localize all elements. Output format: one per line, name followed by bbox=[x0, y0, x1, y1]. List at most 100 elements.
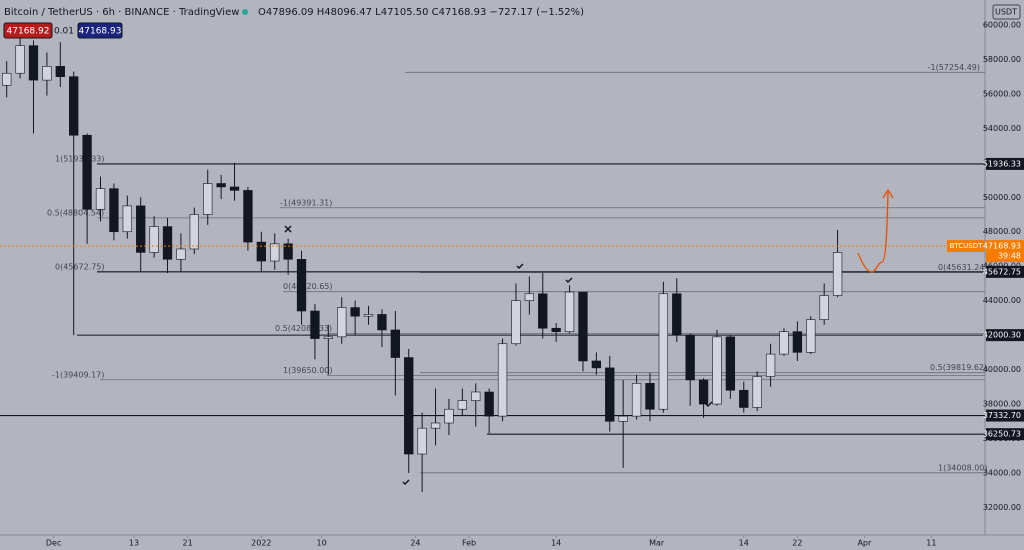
candle-body bbox=[323, 336, 333, 339]
candle-body bbox=[605, 367, 615, 422]
candle-body bbox=[229, 186, 240, 191]
y-tick-label: 54000.00 bbox=[983, 124, 1021, 133]
candle-body bbox=[2, 72, 12, 86]
symbol-tag bbox=[947, 240, 985, 253]
candle-body bbox=[28, 45, 39, 81]
candle-body bbox=[591, 360, 602, 369]
candle-body bbox=[42, 66, 52, 81]
x-tick-label: Mar bbox=[649, 539, 665, 548]
x-tick-label: 2022 bbox=[251, 539, 271, 548]
y-tick-label: 40000.00 bbox=[983, 365, 1021, 374]
y-tick-label: 32000.00 bbox=[983, 503, 1021, 512]
candle-body bbox=[739, 389, 749, 408]
candle-body bbox=[55, 66, 65, 77]
level-tag bbox=[986, 265, 1024, 278]
candle-body bbox=[136, 205, 146, 253]
fib-label: -1(57254.49) bbox=[928, 63, 980, 72]
buy-button[interactable] bbox=[77, 22, 123, 39]
candle-body bbox=[497, 343, 508, 417]
fib-label: 0.5(48804.54) bbox=[47, 208, 104, 217]
candle-body bbox=[296, 259, 307, 312]
level-tag bbox=[986, 157, 1024, 170]
ask-price[interactable]: 47168.93 bbox=[79, 27, 122, 37]
candle-body bbox=[645, 383, 655, 410]
check-marker bbox=[402, 263, 713, 486]
candle-body bbox=[551, 327, 561, 332]
forecast-arrow bbox=[857, 191, 889, 273]
candle-body bbox=[511, 300, 521, 345]
y-tick-label: 50000.00 bbox=[983, 193, 1021, 202]
level-label: 45672.75 bbox=[983, 267, 1021, 276]
currency-button[interactable] bbox=[992, 4, 1021, 20]
fib-label: -1(39409.17) bbox=[52, 370, 104, 379]
candle-body bbox=[564, 291, 575, 332]
price-tag bbox=[986, 240, 1024, 263]
candle-body bbox=[658, 293, 669, 410]
y-tick-label: 44000.00 bbox=[983, 296, 1021, 305]
candle-body bbox=[444, 408, 454, 424]
countdown: 39:48 bbox=[998, 252, 1021, 261]
candle-body bbox=[109, 188, 119, 233]
y-tick-label: 58000.00 bbox=[983, 55, 1021, 64]
candle-body bbox=[82, 134, 92, 210]
level-tag bbox=[986, 409, 1024, 422]
candle-body bbox=[69, 76, 79, 136]
x-tick-label: 24 bbox=[410, 539, 420, 548]
x-tick-label: 10 bbox=[317, 539, 327, 548]
fib-label: 1(39650.00) bbox=[283, 366, 333, 375]
candle-body bbox=[15, 45, 25, 74]
candle-body bbox=[189, 214, 199, 250]
x-tick-label: Feb bbox=[462, 539, 476, 548]
status-dot bbox=[242, 9, 248, 15]
level-label: 51936.33 bbox=[983, 159, 1021, 168]
candle-body bbox=[618, 415, 628, 422]
x-tick-label: 14 bbox=[739, 539, 749, 548]
x-tick-label: 11 bbox=[926, 539, 936, 548]
currency[interactable]: USDT bbox=[995, 8, 1017, 17]
y-tick-label: 34000.00 bbox=[983, 468, 1021, 477]
fib-label: 0(44520.65) bbox=[283, 282, 333, 291]
candle-body bbox=[417, 427, 427, 455]
last-price-label: 47168.93 bbox=[983, 242, 1021, 251]
candle-body bbox=[752, 376, 762, 408]
candle-body bbox=[779, 331, 789, 355]
x-tick-label: 21 bbox=[183, 539, 193, 548]
candle-body bbox=[95, 188, 106, 210]
candle-body bbox=[524, 293, 535, 301]
candle-body bbox=[176, 248, 186, 260]
level-tag bbox=[986, 329, 1024, 342]
y-tick-label: 56000.00 bbox=[983, 89, 1021, 98]
candle-body bbox=[471, 391, 481, 401]
candle-body bbox=[725, 336, 736, 391]
candle-body bbox=[310, 310, 320, 339]
candle-body bbox=[430, 422, 441, 429]
x-tick-label: 14 bbox=[551, 539, 561, 548]
candle-body bbox=[685, 334, 695, 381]
x-tick-label: Apr bbox=[857, 539, 872, 548]
sell-button[interactable] bbox=[3, 22, 53, 39]
candle-body bbox=[672, 293, 682, 336]
level-label: 37332.70 bbox=[983, 411, 1021, 420]
candle-body bbox=[806, 319, 816, 353]
candle-body bbox=[162, 226, 173, 260]
candle-body bbox=[243, 190, 253, 243]
candle-body bbox=[698, 379, 709, 405]
candle-body bbox=[578, 291, 588, 362]
candle-body bbox=[270, 243, 280, 262]
spread: 0.01 bbox=[54, 27, 74, 37]
candle-body bbox=[122, 205, 132, 233]
fib-label: 0.5(42085.33) bbox=[275, 324, 332, 333]
x-tick-label: 13 bbox=[129, 539, 139, 548]
candle-body bbox=[792, 331, 803, 353]
ohlc-readout: O47896.09 H48096.47 L47105.50 C47168.93 … bbox=[258, 7, 584, 18]
level-label: 36250.73 bbox=[983, 430, 1021, 439]
candle-body bbox=[457, 400, 468, 410]
candle-body bbox=[350, 307, 360, 317]
y-tick-label: 38000.00 bbox=[983, 400, 1021, 409]
candle-body bbox=[216, 183, 226, 188]
bid-price[interactable]: 47168.92 bbox=[7, 27, 50, 37]
candle-body bbox=[256, 241, 266, 262]
candle-body bbox=[203, 183, 213, 215]
candle-body bbox=[377, 314, 387, 331]
